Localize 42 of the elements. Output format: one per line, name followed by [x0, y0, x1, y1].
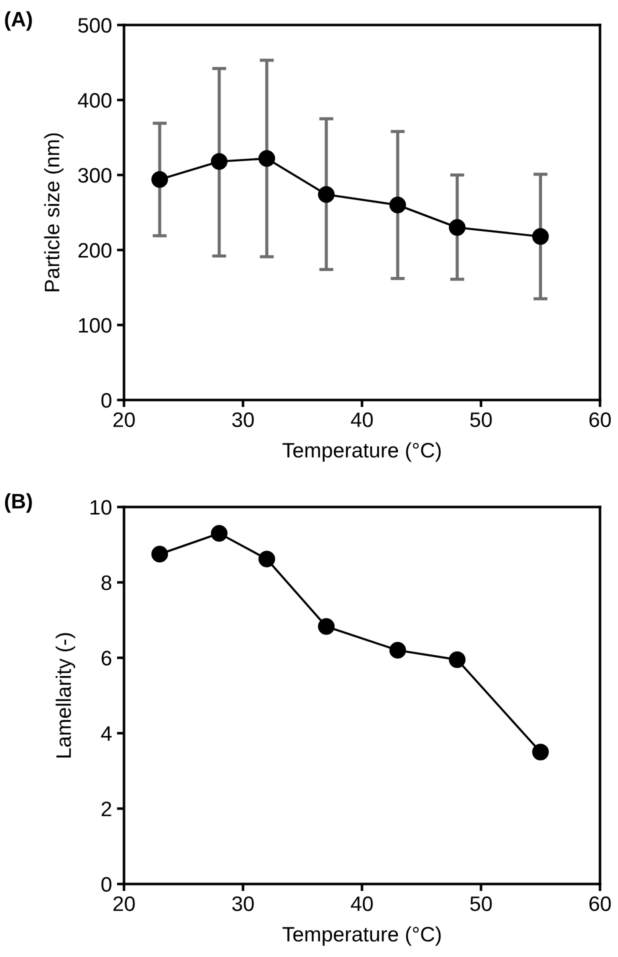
chart-title: (B)	[5, 493, 32, 513]
y-tick-label: 100	[79, 318, 112, 333]
y-tick-label: 2	[102, 802, 112, 816]
y-tick-label: 0	[101, 877, 112, 892]
y-tick-label: 10	[90, 500, 112, 515]
y-tick-label: 300	[78, 168, 112, 183]
point	[448, 219, 466, 236]
x-tick-label: 60	[589, 896, 611, 912]
point	[318, 618, 335, 635]
point	[151, 546, 168, 562]
point	[532, 228, 549, 245]
point	[210, 153, 228, 170]
y-tick-label: 8	[102, 575, 112, 590]
y-tick-label: 500	[78, 18, 112, 33]
point	[258, 150, 276, 167]
x-tick-label: 60	[589, 412, 611, 428]
y-tick-label: 4	[101, 726, 112, 741]
y-axis-title: Particle size (nm)	[44, 133, 64, 292]
x-tick-label: 50	[470, 412, 492, 428]
point	[389, 642, 406, 659]
point	[151, 171, 168, 188]
x-axis-title: Temperature (°C)	[282, 926, 441, 946]
point	[448, 651, 466, 668]
y-tick-label: 0	[101, 393, 112, 408]
point	[258, 550, 276, 568]
y-tick-label: 200	[78, 243, 112, 258]
point	[210, 525, 228, 542]
point	[532, 744, 549, 760]
x-tick-label: 50	[470, 896, 492, 912]
x-tick-label: 40	[350, 896, 373, 912]
point	[318, 186, 335, 203]
x-tick-label: 30	[232, 412, 254, 428]
y-tick-label: 6	[102, 650, 112, 666]
y-tick-label: 400	[78, 93, 112, 108]
x-axis-title: Temperature (°C)	[282, 442, 441, 462]
x-tick-label: 40	[350, 412, 373, 428]
x-tick-label: 20	[113, 896, 135, 912]
x-tick-label: 30	[232, 896, 254, 912]
chart-title: (A)	[5, 11, 32, 31]
x-tick-label: 20	[113, 412, 135, 428]
point	[389, 196, 406, 214]
y-axis-title: Lamellarity (-)	[56, 633, 76, 758]
